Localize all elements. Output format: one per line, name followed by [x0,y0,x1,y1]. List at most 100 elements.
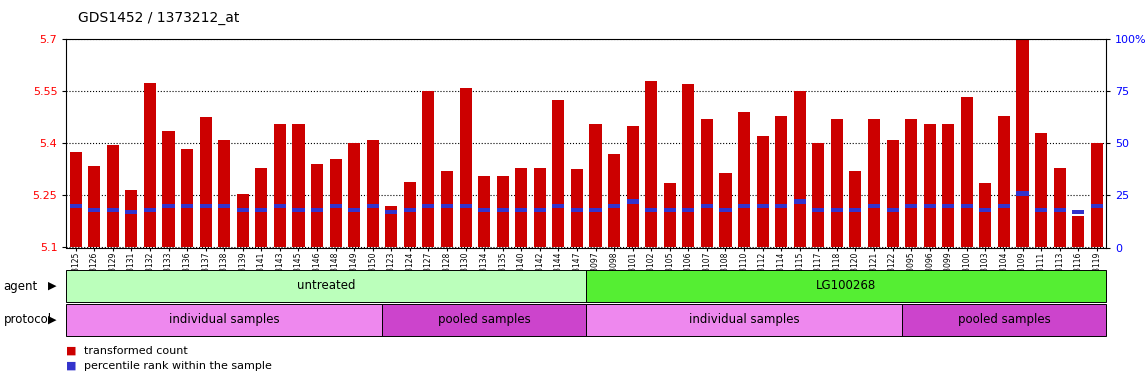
Bar [905,119,917,248]
Bar [1072,216,1084,248]
Bar [199,117,212,248]
Bar [701,119,713,248]
Bar [199,204,212,208]
Bar [311,164,323,248]
Bar [942,204,954,208]
Text: ▶: ▶ [48,281,56,291]
Bar [274,204,286,208]
Bar [88,166,101,248]
Bar [106,145,119,248]
Bar [423,92,434,248]
Bar [682,208,694,212]
Bar [924,204,935,208]
Bar [868,204,881,208]
Bar [831,119,843,248]
Bar [998,116,1010,248]
Bar [219,140,230,248]
Bar [626,126,639,248]
Bar [404,182,416,248]
Bar [219,204,230,208]
Bar [497,208,508,212]
Bar [590,208,601,212]
Text: percentile rank within the sample: percentile rank within the sample [84,361,271,370]
Bar [479,208,490,212]
Bar [645,81,657,248]
Bar [850,208,861,212]
Bar [385,206,397,248]
Bar [626,200,639,204]
Bar [812,208,824,212]
Bar [237,208,248,212]
Text: ■: ■ [66,346,77,355]
Bar [664,183,676,248]
Bar [590,124,601,248]
Bar [608,154,621,248]
Bar [739,204,750,208]
Bar [70,204,81,208]
Bar [775,204,788,208]
Bar [515,208,528,212]
Bar [1072,210,1084,214]
Bar [106,208,119,212]
Bar [534,208,546,212]
Bar [905,204,917,208]
Text: pooled samples: pooled samples [437,313,530,326]
Bar [237,194,248,248]
Bar [330,204,341,208]
Bar [88,208,101,212]
Bar [719,208,732,212]
Bar [961,204,973,208]
Bar [515,168,528,248]
Bar [979,183,992,248]
Bar [330,159,341,248]
Bar [181,148,194,248]
Bar [125,190,137,248]
Bar [441,204,453,208]
Bar [831,208,843,212]
Bar [385,210,397,214]
Bar [886,208,899,212]
Bar [812,143,824,248]
Bar [1091,143,1103,248]
Bar [886,140,899,248]
Bar [459,204,472,208]
Text: GDS1452 / 1373212_at: GDS1452 / 1373212_at [78,11,239,25]
Bar [255,208,268,212]
Bar [645,208,657,212]
Bar [255,168,268,248]
Bar [366,204,379,208]
Bar [608,204,621,208]
Bar [739,112,750,248]
Bar [1017,32,1028,248]
Bar [181,204,194,208]
Bar [534,168,546,248]
Text: LG100268: LG100268 [816,279,876,292]
Bar [1017,191,1028,196]
Bar [586,270,1106,302]
Bar [998,204,1010,208]
Bar [404,208,416,212]
Text: transformed count: transformed count [84,346,188,355]
Bar [719,173,732,248]
Bar [311,208,323,212]
Bar [70,152,81,248]
Bar [441,171,453,248]
Bar [497,176,508,248]
Bar [144,208,156,212]
Bar [552,204,564,208]
Text: ■: ■ [66,361,77,370]
Bar [664,208,676,212]
Text: untreated: untreated [297,279,356,292]
Bar [1053,168,1066,248]
Bar [423,204,434,208]
Bar [274,124,286,248]
Bar [682,84,694,248]
Bar [66,270,586,302]
Bar [942,124,954,248]
Bar [701,204,713,208]
Bar [793,200,806,204]
Text: individual samples: individual samples [169,313,279,326]
Bar [961,97,973,248]
Bar [1035,133,1048,248]
Bar [979,208,992,212]
